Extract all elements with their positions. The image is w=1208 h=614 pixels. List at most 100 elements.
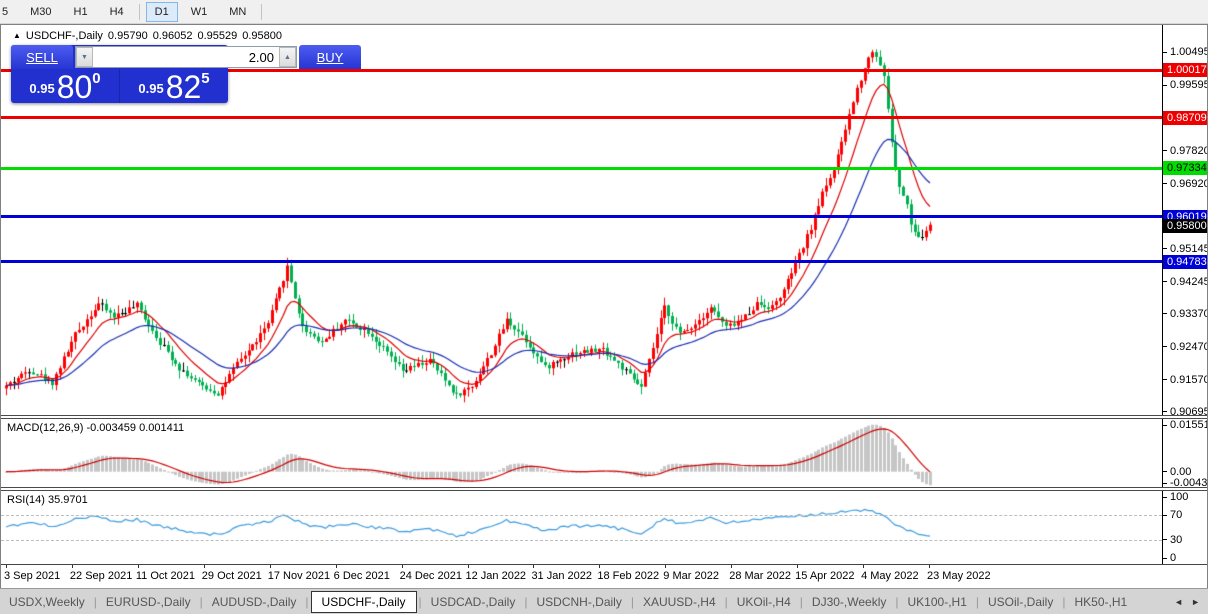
volume-input[interactable] [93, 47, 279, 67]
time-label: 6 Dec 2021 [333, 570, 390, 582]
time-label: 23 May 2022 [927, 570, 991, 582]
chart-tab[interactable]: DJ30-,Weekly [811, 594, 887, 609]
time-tick [533, 565, 535, 568]
macd-tick: -0.00436 [1163, 477, 1207, 487]
tick-dash [1163, 471, 1167, 473]
chart-tab[interactable]: HK50-,H1 [1074, 594, 1128, 609]
time-label: 3 Sep 2021 [4, 570, 61, 582]
chart-tab[interactable]: USDCAD-,Daily [430, 594, 516, 609]
time-tick [797, 565, 799, 568]
time-tick [929, 565, 931, 568]
macd-axis-border [1162, 419, 1163, 487]
tick-dash [1163, 313, 1167, 315]
timeframe-button-d1[interactable]: D1 [145, 1, 178, 22]
time-label: 18 Feb 2022 [597, 570, 660, 582]
timeframe-button-h4[interactable]: H4 [109, 5, 124, 18]
price-tick: 0.97820 [1163, 145, 1207, 157]
rsi-tick: 0 [1163, 552, 1176, 564]
macd-tick: 0.015516 [1163, 419, 1207, 431]
timeframe-button-w1[interactable]: W1 [190, 5, 208, 18]
chart-tab[interactable]: USDCHF-,Daily [310, 590, 417, 613]
tab-separator: | [418, 594, 422, 609]
price-tick: 0.93370 [1163, 308, 1207, 320]
price-tick: 0.92470 [1163, 341, 1207, 353]
macd-label: MACD(12,26,9) -0.003459 0.001411 [7, 422, 185, 434]
time-tick [863, 565, 865, 568]
sell-price-big: 80 [56, 69, 93, 105]
tick-dash [1163, 379, 1167, 381]
time-label: 22 Sep 2021 [69, 570, 133, 582]
open-value: 0.95790 [107, 30, 148, 42]
timeframe-toolbar: 5 M30 H1 H4 D1 W1 MN [0, 0, 1208, 24]
rsi-indicator-pane[interactable]: RSI(14) 35.9701 100 70 30 0 [1, 491, 1207, 564]
price-tick: 1.00495 [1163, 46, 1207, 58]
chart-tab[interactable]: USDCNH-,Daily [536, 594, 622, 609]
chart-tab[interactable]: AUDUSD-,Daily [211, 594, 297, 609]
current-price-badge: 0.95800 [1163, 218, 1207, 233]
tick-dash [1163, 557, 1167, 559]
tab-separator: | [895, 594, 899, 609]
horizontal-level-line[interactable] [1, 260, 1162, 264]
volume-decrease-button[interactable]: ▼ [76, 47, 93, 67]
rsi-canvas[interactable] [1, 491, 1162, 564]
buy-price-base: 0.95 [138, 81, 164, 96]
tab-separator: | [305, 594, 309, 609]
time-label: 11 Oct 2021 [135, 570, 195, 582]
horizontal-level-line[interactable] [1, 215, 1162, 219]
macd-indicator-pane[interactable]: MACD(12,26,9) -0.003459 0.001411 0.01551… [1, 419, 1207, 487]
time-label: 12 Jan 2022 [465, 570, 527, 582]
tab-scroll-left-icon[interactable]: ◄ [1174, 596, 1184, 607]
pane-splitter[interactable] [1, 487, 1207, 491]
tick-dash [1163, 424, 1167, 426]
price-tick: 0.96920 [1163, 178, 1207, 190]
chart-tab[interactable]: USOil-,Daily [988, 594, 1054, 609]
horizontal-level-line[interactable] [1, 68, 1162, 72]
price-tick: 0.99595 [1163, 79, 1207, 91]
horizontal-level-line[interactable] [1, 166, 1162, 170]
macd-tick: 0.00 [1163, 466, 1191, 478]
sell-price[interactable]: 0.95 80 0 [11, 69, 119, 103]
chart-window: ▲ USDCHF-,Daily 0.95790 0.96052 0.95 5 29 … [0, 24, 1208, 588]
tick-dash [1163, 496, 1167, 498]
main-chart-pane[interactable]: ▲ USDCHF-,Daily 0.95790 0.96052 0.95529 … [1, 25, 1207, 415]
timeframe-button-mn[interactable]: MN [229, 5, 247, 18]
macd-canvas[interactable] [1, 419, 1162, 487]
time-label: 17 Nov 2021 [267, 570, 331, 582]
timeframe-button-h1[interactable]: H1 [73, 5, 88, 18]
chart-tab[interactable]: EURUSD-,Daily [105, 594, 191, 609]
tick-dash [1163, 411, 1167, 413]
buy-price-sup: 5 [201, 70, 210, 87]
chart-tab[interactable]: UKOil-,H4 [736, 594, 791, 609]
price-axis-border [1162, 25, 1163, 415]
one-click-trading-panel: SELL ▼ ▲ BUY 0.95 80 0 0.95 [11, 45, 361, 103]
buy-price[interactable]: 0.95 82 5 [119, 69, 228, 103]
chart-tab[interactable]: USDX,Weekly [9, 594, 85, 609]
price-tick: 0.91570 [1163, 374, 1207, 386]
time-axis[interactable]: 3 Sep 2021 22 Sep 2021 11 Oct 2021 29 Oct 2… [1, 564, 1207, 588]
pane-splitter[interactable] [1, 415, 1207, 419]
buy-button[interactable]: BUY [299, 45, 361, 69]
low-value: 0.95529 [197, 30, 238, 42]
time-label: 4 May 2022 [861, 570, 919, 582]
collapse-icon[interactable]: ▲ [13, 31, 21, 40]
chart-title: ▲ USDCHF-,Daily 0.95790 0.96052 0.95529 … [13, 30, 282, 42]
chart-tab[interactable]: UK100-,H1 [907, 594, 967, 609]
time-tick [731, 565, 733, 568]
tab-separator: | [724, 594, 728, 609]
timeframe-button-m30[interactable]: M30 [30, 5, 52, 18]
timeframe-button-5[interactable]: 5 [2, 5, 9, 18]
volume-increase-button[interactable]: ▲ [279, 47, 296, 67]
sell-button[interactable]: SELL [11, 45, 73, 69]
chart-tab[interactable]: XAUUSD-,H4 [642, 594, 716, 609]
price-tick: 0.94245 [1163, 276, 1207, 288]
tick-dash [1163, 281, 1167, 283]
tick-dash [1163, 482, 1167, 484]
time-tick [269, 565, 271, 568]
rsi-tick: 30 [1163, 534, 1182, 546]
symbol-label: USDCHF-,Daily [25, 30, 103, 42]
horizontal-level-line[interactable] [1, 116, 1162, 120]
tick-dash [1163, 51, 1167, 53]
tab-scroll-right-icon[interactable]: ► [1191, 596, 1200, 607]
time-label: 15 Apr 2022 [795, 570, 855, 582]
